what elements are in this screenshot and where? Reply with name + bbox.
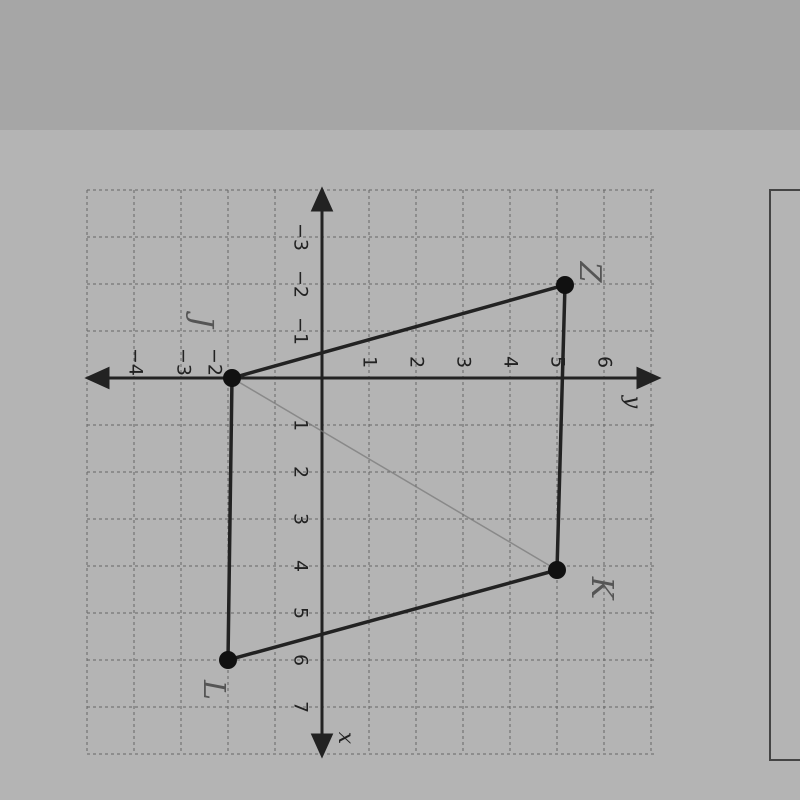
vertex-label: L — [196, 679, 231, 700]
y-tick-label: −4 — [125, 348, 147, 376]
vertex-point — [223, 369, 241, 387]
x-tick-label: 5 — [290, 607, 312, 619]
axis-arrow — [84, 366, 110, 390]
y-tick-label: −3 — [173, 348, 195, 376]
y-tick-label: 5 — [547, 356, 569, 368]
vertex-point — [548, 561, 566, 579]
axis-arrow — [310, 733, 334, 759]
x-tick-label: −3 — [290, 223, 312, 251]
y-tick-label: 2 — [406, 356, 428, 368]
vertices — [219, 276, 574, 669]
x-tick-label: 1 — [290, 419, 312, 431]
x-tick-label: 2 — [290, 466, 312, 478]
vertex-label: K — [584, 576, 619, 601]
x-tick-label: 6 — [290, 654, 312, 666]
next-grid-edge — [769, 189, 800, 761]
x-axis-label: x — [333, 732, 358, 745]
axis-arrow — [636, 366, 662, 390]
x-tick-label: 4 — [290, 560, 312, 572]
y-tick-label: 6 — [594, 356, 616, 368]
y-axis-label: y — [620, 395, 645, 409]
y-tick-label: 3 — [453, 356, 475, 368]
vertex-point — [556, 276, 574, 294]
x-tick-label: 3 — [290, 513, 312, 525]
axes — [84, 186, 662, 759]
vertex-point — [219, 651, 237, 669]
y-tick-label: 4 — [500, 356, 522, 368]
shadow — [0, 0, 800, 130]
x-tick-label: −1 — [290, 317, 312, 345]
y-tick-label: −2 — [204, 348, 226, 376]
vertex-label: Z — [572, 261, 607, 284]
x-tick-label: 7 — [290, 701, 312, 713]
axis-arrow — [310, 186, 334, 212]
y-tick-label: 1 — [359, 356, 381, 368]
pencil-line — [231, 377, 558, 571]
x-tick-label: −2 — [290, 270, 312, 298]
